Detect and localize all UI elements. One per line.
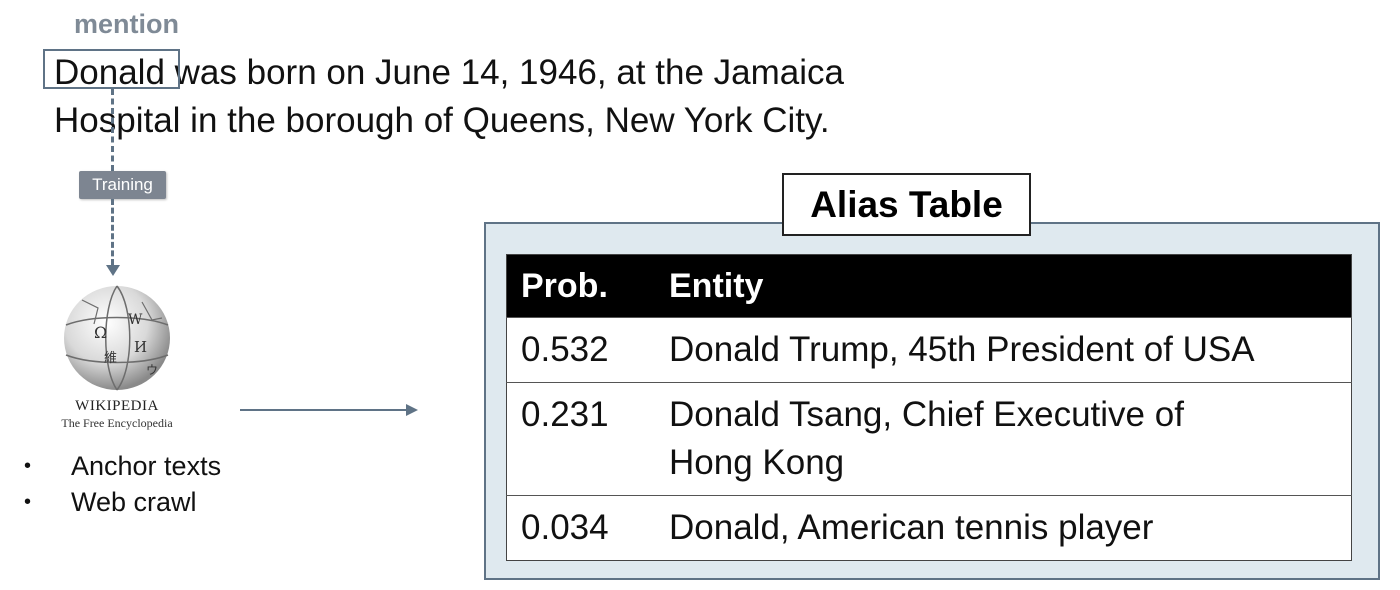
- arrow-right-line: [240, 409, 410, 411]
- dashed-connector-top: [111, 89, 114, 171]
- arrow-right-icon: [406, 404, 418, 416]
- wikipedia-globe-icon: Ω W И 維 ウ: [64, 280, 170, 391]
- arrow-down-icon: [106, 265, 120, 276]
- table-row: 0.532 Donald Trump, 45th President of US…: [506, 317, 1352, 383]
- wikipedia-logo: Ω W И 維 ウ Wikipedia The Free Encyclopedi…: [42, 280, 192, 438]
- source-item-anchor-texts: Anchor texts: [0, 448, 221, 484]
- cell-entity: Donald, American tennis player: [655, 495, 1352, 561]
- alias-table-header-row: Prob. Entity: [506, 254, 1352, 318]
- svg-text:ウ: ウ: [146, 363, 158, 377]
- dashed-connector-bottom: [111, 199, 114, 265]
- cell-prob: 0.231: [506, 382, 655, 496]
- alias-table-title: Alias Table: [782, 173, 1031, 236]
- wikipedia-wordmark: Wikipedia: [75, 391, 159, 415]
- source-list: Anchor texts Web crawl: [0, 448, 221, 520]
- example-sentence: Donald was born on June 14, 1946, at the…: [54, 53, 844, 140]
- cell-entity: Donald Trump, 45th President of USA: [655, 317, 1352, 383]
- source-item-web-crawl: Web crawl: [0, 484, 221, 520]
- header-prob: Prob.: [506, 254, 655, 318]
- header-entity: Entity: [655, 254, 1352, 318]
- mention-highlight-box: [43, 49, 180, 89]
- alias-table: Prob. Entity 0.532 Donald Trump, 45th Pr…: [506, 254, 1352, 561]
- svg-text:W: W: [128, 312, 143, 328]
- table-row: 0.034 Donald, American tennis player: [506, 495, 1352, 561]
- cell-prob: 0.034: [506, 495, 655, 561]
- table-row: 0.231 Donald Tsang, Chief Executive of H…: [506, 382, 1352, 496]
- svg-text:И: И: [134, 338, 147, 356]
- svg-text:Ω: Ω: [94, 323, 107, 342]
- cell-entity: Donald Tsang, Chief Executive of Hong Ko…: [655, 382, 1352, 496]
- wikipedia-tagline: The Free Encyclopedia: [61, 416, 173, 430]
- mention-label: mention: [74, 9, 179, 39]
- svg-text:維: 維: [104, 351, 117, 366]
- cell-prob: 0.532: [506, 317, 655, 383]
- training-tag: Training: [79, 171, 166, 199]
